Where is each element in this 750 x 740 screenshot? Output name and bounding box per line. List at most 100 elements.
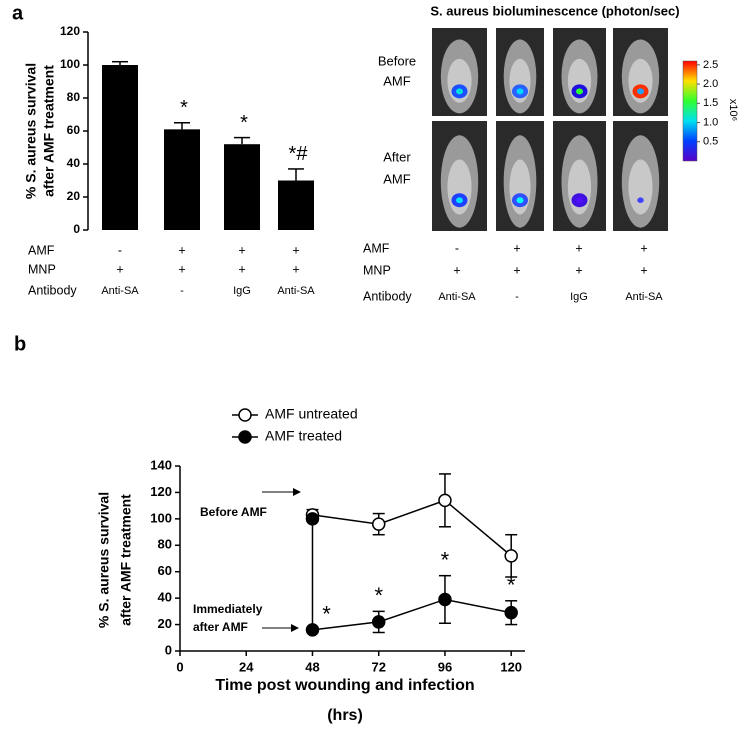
mouse-body	[628, 159, 653, 215]
condition-value: +	[238, 243, 245, 257]
condition-label: MNP	[28, 262, 56, 276]
colorbar-tick-label: 1.5	[703, 97, 718, 109]
legend-label: AMF untreated	[265, 406, 358, 422]
y-tick-label: 100	[60, 57, 80, 71]
condition-label: MNP	[363, 263, 391, 277]
y-tick-label: 0	[73, 222, 80, 236]
annotation: *	[441, 547, 450, 572]
series-line	[312, 499, 512, 557]
colorbar-tick-label: 0.5	[703, 136, 718, 148]
y-axis-label: after AMF treatment	[118, 494, 134, 626]
note: after AMF	[193, 620, 248, 634]
annotation: *	[507, 573, 516, 598]
point	[504, 605, 518, 620]
annotation: *	[322, 602, 331, 627]
y-tick-label: 120	[150, 484, 172, 499]
condition-label: Antibody	[28, 283, 77, 297]
point	[305, 512, 320, 526]
condition-value: +	[640, 241, 647, 255]
condition-value: +	[178, 262, 185, 276]
note: Immediately	[193, 602, 263, 616]
x-tick-label: 48	[305, 659, 319, 674]
row-label: Before	[378, 53, 416, 68]
y-tick-label: 20	[67, 189, 81, 203]
condition-value: Anti-SA	[625, 291, 663, 303]
condition-label: AMF	[28, 243, 55, 257]
y-tick-label: 120	[60, 24, 80, 38]
condition-value: +	[292, 243, 299, 257]
row-label: After	[383, 149, 411, 164]
x-tick-label: 120	[500, 659, 522, 674]
legend-marker	[238, 430, 252, 444]
condition-value: +	[178, 243, 185, 257]
colorbar-label: x10⁶	[727, 99, 739, 121]
y-axis-label: after AMF treatment	[41, 65, 57, 197]
signal	[637, 88, 644, 95]
y-tick-label: 40	[67, 156, 81, 170]
colorbar-tick-label: 2.5	[703, 59, 718, 71]
condition-label: AMF	[363, 241, 390, 255]
x-axis-label: (hrs)	[327, 707, 363, 724]
condition-value: IgG	[570, 291, 588, 303]
y-axis-label: % S. aureus survival	[23, 63, 39, 199]
y-tick-label: 80	[67, 90, 81, 104]
point	[305, 623, 320, 637]
image-title: S. aureus bioluminescence (photon/sec)	[430, 3, 679, 18]
signal	[639, 199, 642, 202]
x-tick-label: 72	[371, 659, 385, 674]
condition-value: +	[575, 241, 582, 255]
y-tick-label: 40	[158, 590, 172, 605]
condition-value: -	[118, 243, 122, 257]
note: Before AMF	[200, 505, 267, 519]
signal	[516, 88, 524, 95]
bar	[278, 180, 314, 230]
annotation: *#	[289, 143, 309, 165]
y-axis-label: % S. aureus survival	[96, 492, 112, 628]
condition-label: Antibody	[363, 289, 412, 303]
signal	[516, 197, 524, 204]
legend-marker	[238, 408, 252, 422]
condition-value: -	[455, 241, 459, 255]
condition-value: +	[513, 241, 520, 255]
y-tick-label: 100	[150, 510, 172, 525]
annotation: *	[240, 112, 248, 134]
series-line	[311, 518, 512, 631]
row-label: AMF	[383, 171, 411, 186]
y-tick-label: 80	[158, 537, 172, 552]
condition-value: +	[513, 263, 520, 277]
condition-value: +	[116, 262, 123, 276]
condition-value: Anti-SA	[101, 285, 139, 297]
x-tick-label: 0	[176, 659, 183, 674]
colorbar-tick-label: 1.0	[703, 116, 718, 128]
condition-value: +	[292, 262, 299, 276]
condition-value: Anti-SA	[277, 285, 315, 297]
point	[438, 493, 452, 508]
y-tick-label: 0	[165, 642, 172, 657]
point	[371, 615, 386, 629]
condition-value: +	[640, 263, 647, 277]
condition-value: -	[515, 291, 519, 303]
condition-value: +	[238, 262, 245, 276]
panel-label: b	[14, 333, 26, 355]
bar	[102, 65, 138, 230]
y-tick-label: 20	[158, 616, 172, 631]
annotation: *	[374, 583, 383, 608]
x-tick-label: 24	[239, 659, 254, 674]
condition-value: +	[453, 263, 460, 277]
signal	[456, 197, 463, 204]
point	[438, 592, 452, 607]
bar	[224, 144, 260, 230]
condition-value: Anti-SA	[438, 291, 476, 303]
row-label: AMF	[383, 73, 411, 88]
condition-value: IgG	[233, 285, 251, 297]
y-tick-label: 140	[150, 457, 172, 472]
bar	[164, 129, 200, 230]
y-tick-label: 60	[158, 563, 172, 578]
condition-value: +	[575, 263, 582, 277]
legend-label: AMF treated	[265, 428, 342, 444]
annotation: *	[180, 97, 188, 119]
point	[504, 549, 518, 563]
x-tick-label: 96	[438, 659, 452, 674]
